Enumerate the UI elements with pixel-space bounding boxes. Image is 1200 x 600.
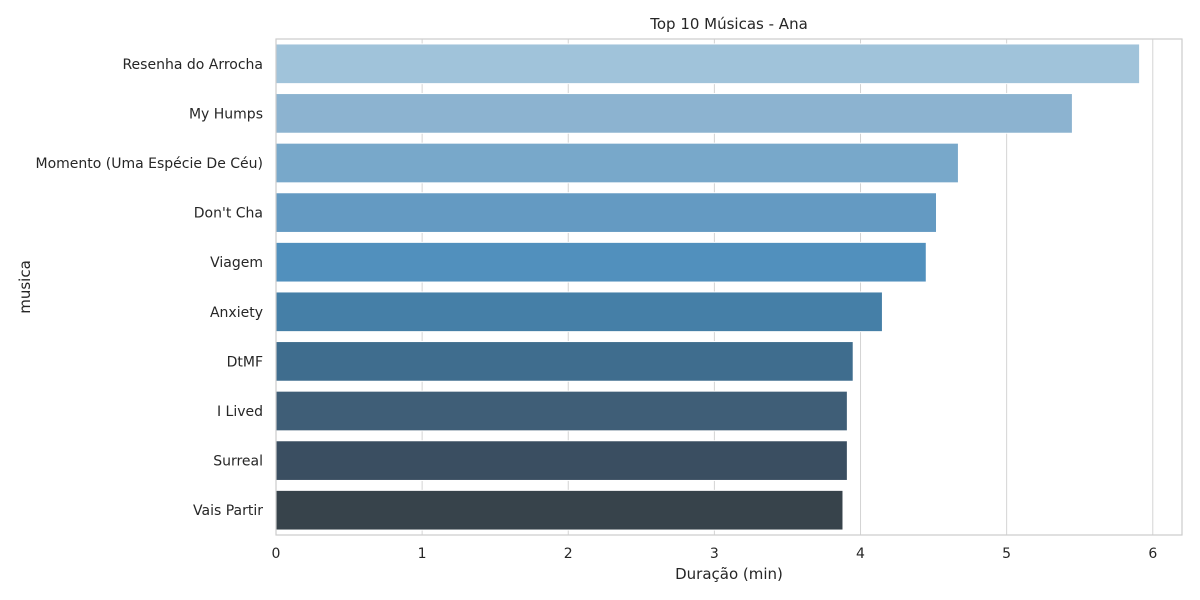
bars	[275, 43, 1141, 531]
x-tick-label: 5	[1002, 546, 1011, 562]
y-tick-label: I Lived	[217, 404, 263, 420]
x-axis-label: Duração (min)	[675, 565, 783, 583]
y-tick-label: Don't Cha	[194, 206, 263, 222]
bar	[275, 440, 848, 481]
bar	[275, 192, 938, 233]
x-tick-label: 2	[564, 546, 573, 562]
x-tick-label: 0	[272, 546, 281, 562]
y-tick-labels: Resenha do Arrocha My Humps Momento (Uma E…	[35, 57, 263, 519]
y-tick-label: Vais Partir	[193, 503, 263, 519]
x-tick-label: 1	[418, 546, 427, 562]
y-axis-label: musica	[16, 260, 34, 314]
bar	[275, 93, 1073, 134]
bar	[275, 390, 848, 432]
chart-title: Top 10 Músicas - Ana	[649, 15, 808, 33]
bar	[275, 43, 1141, 85]
y-tick-label: Resenha do Arrocha	[122, 57, 263, 73]
bar	[275, 341, 854, 382]
y-tick-label: Anxiety	[210, 305, 263, 321]
y-tick-label: DtMF	[227, 354, 263, 370]
bar	[275, 241, 927, 283]
bar	[275, 142, 959, 184]
plot-frame	[275, 38, 1183, 536]
y-tick-label: Surreal	[213, 454, 263, 470]
x-tick-labels: 0 1 2 3 4 5 6	[272, 546, 1158, 562]
y-tick-label: Viagem	[210, 255, 263, 271]
x-tick-label: 4	[856, 546, 865, 562]
y-tick-label: My Humps	[189, 106, 263, 122]
x-tick-label: 3	[710, 546, 719, 562]
bar	[275, 489, 844, 531]
y-tick-label: Momento (Uma Espécie De Céu)	[35, 156, 263, 172]
bar	[275, 291, 883, 333]
x-tick-label: 6	[1148, 546, 1157, 562]
